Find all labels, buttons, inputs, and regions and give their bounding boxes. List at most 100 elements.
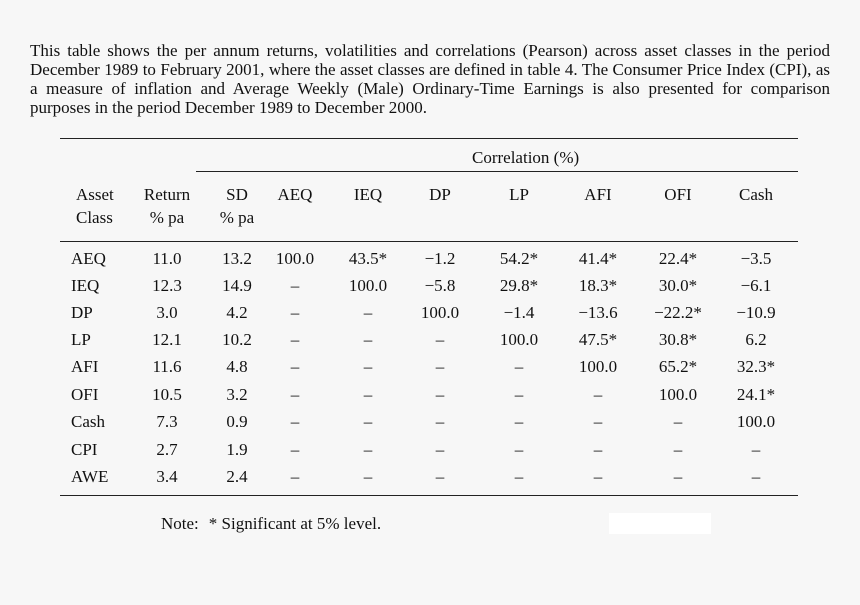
column-header: SD bbox=[226, 185, 248, 204]
table-cell: 12.3 bbox=[152, 276, 182, 295]
table-cell: 2.4 bbox=[226, 467, 248, 486]
table-cell: 3.4 bbox=[156, 467, 178, 486]
table-cell: – bbox=[290, 467, 300, 486]
table-cell: – bbox=[363, 357, 373, 376]
table-cell: – bbox=[435, 412, 445, 431]
table-cell: 12.1 bbox=[152, 330, 182, 349]
table-cell: 100.0 bbox=[736, 412, 776, 431]
row-label: AEQ bbox=[71, 249, 106, 268]
table-cell: – bbox=[290, 357, 300, 376]
table-cell: 7.3 bbox=[156, 412, 178, 431]
header-bottom-rule bbox=[60, 241, 798, 242]
table-cell: 4.8 bbox=[226, 357, 248, 376]
table-cell: – bbox=[514, 357, 524, 376]
table-cell: 0.9 bbox=[226, 412, 248, 431]
table-cell: – bbox=[514, 440, 524, 459]
row-label: Cash bbox=[71, 412, 105, 431]
column-header: Cash bbox=[739, 185, 773, 204]
table-cell: 2.7 bbox=[156, 440, 178, 459]
table-cell: – bbox=[593, 385, 603, 404]
correlation-group-header: Correlation (%) bbox=[472, 148, 580, 167]
table-cell: – bbox=[751, 440, 761, 459]
column-header-sub: % pa bbox=[219, 208, 255, 227]
table-cell: 32.3* bbox=[736, 357, 776, 376]
table-cell: – bbox=[593, 412, 603, 431]
table-cell: 18.3* bbox=[578, 276, 618, 295]
row-label: DP bbox=[71, 303, 93, 322]
table-cell: 30.8* bbox=[658, 330, 698, 349]
table-cell: −10.9 bbox=[736, 303, 776, 322]
table-cell: 24.1* bbox=[736, 385, 776, 404]
table-cell: – bbox=[514, 467, 524, 486]
column-header: OFI bbox=[664, 185, 692, 204]
column-header: LP bbox=[509, 185, 529, 204]
row-label: AWE bbox=[71, 467, 109, 486]
table-cell: 4.2 bbox=[226, 303, 248, 322]
row-label: LP bbox=[71, 330, 91, 349]
table-cell: – bbox=[673, 412, 683, 431]
table-cell: – bbox=[593, 440, 603, 459]
top-rule bbox=[60, 138, 798, 139]
table-cell: −5.8 bbox=[424, 276, 456, 295]
table-cell: – bbox=[435, 357, 445, 376]
table-cell: 11.6 bbox=[152, 357, 182, 376]
row-label: IEQ bbox=[71, 276, 100, 295]
table-cell: 14.9 bbox=[222, 276, 252, 295]
table-cell: – bbox=[290, 440, 300, 459]
table-cell: 100.0 bbox=[348, 276, 388, 295]
correlation-rule bbox=[196, 171, 798, 172]
column-header: DP bbox=[429, 185, 451, 204]
table-caption: This table shows the per annum returns, … bbox=[30, 41, 830, 117]
table-cell: – bbox=[435, 467, 445, 486]
table-cell: −3.5 bbox=[740, 249, 772, 268]
table-cell: −1.2 bbox=[424, 249, 456, 268]
row-label: OFI bbox=[71, 385, 99, 404]
table-cell: – bbox=[514, 412, 524, 431]
table-cell: – bbox=[363, 412, 373, 431]
table-cell: 41.4* bbox=[578, 249, 618, 268]
table-cell: – bbox=[363, 330, 373, 349]
column-header: AEQ bbox=[277, 185, 313, 204]
table-cell: 54.2* bbox=[499, 249, 539, 268]
table-cell: 100.0 bbox=[420, 303, 460, 322]
column-header: Asset bbox=[76, 185, 114, 204]
table-note: Note: * Significant at 5% level. bbox=[161, 514, 381, 534]
table-cell: 29.8* bbox=[499, 276, 539, 295]
table-cell: 100.0 bbox=[658, 385, 698, 404]
table-cell: – bbox=[363, 467, 373, 486]
table-cell: – bbox=[593, 467, 603, 486]
table-cell: 10.2 bbox=[222, 330, 252, 349]
column-header: AFI bbox=[584, 185, 612, 204]
note-text: * Significant at 5% level. bbox=[208, 514, 382, 533]
note-label: Note: bbox=[161, 514, 199, 533]
table-cell: – bbox=[290, 385, 300, 404]
column-header: IEQ bbox=[353, 185, 383, 204]
table-cell: 47.5* bbox=[578, 330, 618, 349]
table-cell: – bbox=[673, 440, 683, 459]
table-cell: 1.9 bbox=[226, 440, 248, 459]
table-cell: −22.2* bbox=[654, 303, 702, 322]
column-header-sub: Class bbox=[76, 208, 113, 227]
bottom-rule bbox=[60, 495, 798, 496]
table-cell: – bbox=[435, 440, 445, 459]
column-header: Return bbox=[143, 185, 191, 204]
table-cell: 100.0 bbox=[578, 357, 618, 376]
table-cell: – bbox=[290, 303, 300, 322]
table-cell: 65.2* bbox=[658, 357, 698, 376]
table-cell: – bbox=[435, 330, 445, 349]
table-cell: – bbox=[363, 385, 373, 404]
table-cell: – bbox=[363, 440, 373, 459]
table-cell: – bbox=[290, 276, 300, 295]
table-cell: 22.4* bbox=[658, 249, 698, 268]
table-cell: 100.0 bbox=[275, 249, 315, 268]
table-cell: – bbox=[435, 385, 445, 404]
table-cell: 3.0 bbox=[156, 303, 178, 322]
table-cell: 30.0* bbox=[658, 276, 698, 295]
table-cell: – bbox=[363, 303, 373, 322]
table-cell: 3.2 bbox=[226, 385, 248, 404]
table-cell: −13.6 bbox=[578, 303, 618, 322]
table-cell: 100.0 bbox=[499, 330, 539, 349]
table-cell: – bbox=[290, 412, 300, 431]
table-cell: 6.2 bbox=[745, 330, 767, 349]
table-cell: −6.1 bbox=[740, 276, 772, 295]
